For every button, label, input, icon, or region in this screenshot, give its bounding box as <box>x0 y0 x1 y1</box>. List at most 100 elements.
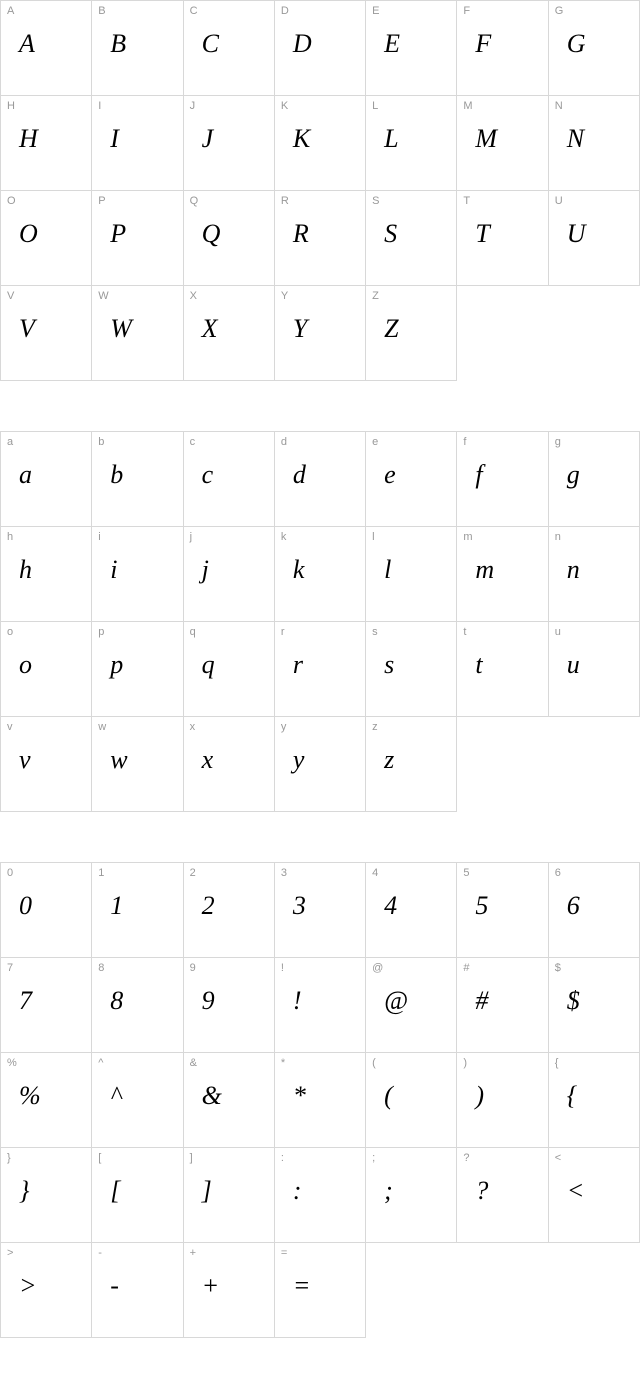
glyph-cell: TT <box>457 191 548 286</box>
glyph-cell: ** <box>275 1053 366 1148</box>
glyph-label: L <box>372 100 378 112</box>
glyph-label: J <box>190 100 196 112</box>
glyph-label: u <box>555 626 561 638</box>
glyph-display: f <box>475 460 482 490</box>
glyph-cell: 11 <box>92 863 183 958</box>
glyph-label: I <box>98 100 101 112</box>
glyph-display: [ <box>110 1176 120 1206</box>
glyph-display: ) <box>475 1081 484 1111</box>
glyph-cell: ss <box>366 622 457 717</box>
glyph-label: * <box>281 1057 285 1069</box>
empty-cell <box>549 1243 640 1338</box>
glyph-cell: -- <box>92 1243 183 1338</box>
glyph-cell: qq <box>184 622 275 717</box>
glyph-display: W <box>110 314 132 344</box>
glyph-display: @ <box>384 986 408 1016</box>
glyph-cell: [[ <box>92 1148 183 1243</box>
glyph-cell: yy <box>275 717 366 812</box>
glyph-display: E <box>384 29 400 59</box>
glyph-display: s <box>384 650 394 680</box>
empty-cell <box>549 717 640 812</box>
glyph-label: - <box>98 1247 102 1259</box>
glyph-cell: $$ <box>549 958 640 1053</box>
glyph-cell: }} <box>1 1148 92 1243</box>
glyph-label: T <box>463 195 470 207</box>
glyph-label: 5 <box>463 867 469 879</box>
glyph-display: c <box>202 460 214 490</box>
glyph-cell: %% <box>1 1053 92 1148</box>
glyph-cell: UU <box>549 191 640 286</box>
glyph-cell: 44 <box>366 863 457 958</box>
glyph-label: U <box>555 195 563 207</box>
glyph-cell: ii <box>92 527 183 622</box>
glyph-cell: {{ <box>549 1053 640 1148</box>
glyph-label: ^ <box>98 1057 103 1069</box>
glyph-cell: AA <box>1 1 92 96</box>
glyph-display: 9 <box>202 986 215 1016</box>
glyph-cell: xx <box>184 717 275 812</box>
glyph-label: { <box>555 1057 559 1069</box>
glyph-label: y <box>281 721 287 733</box>
glyph-cell: JJ <box>184 96 275 191</box>
glyph-display: 0 <box>19 891 32 921</box>
glyph-label: R <box>281 195 289 207</box>
glyph-label: O <box>7 195 16 207</box>
glyph-display: m <box>475 555 494 585</box>
glyph-label: [ <box>98 1152 101 1164</box>
glyph-cell: EE <box>366 1 457 96</box>
glyph-display: d <box>293 460 306 490</box>
glyph-display: I <box>110 124 119 154</box>
glyph-cell: gg <box>549 432 640 527</box>
glyph-display: l <box>384 555 391 585</box>
glyph-label: 0 <box>7 867 13 879</box>
glyph-cell: rr <box>275 622 366 717</box>
glyph-cell: ll <box>366 527 457 622</box>
glyph-label: g <box>555 436 561 448</box>
glyph-display: * <box>293 1081 306 1111</box>
glyph-cell: 66 <box>549 863 640 958</box>
glyph-cell: << <box>549 1148 640 1243</box>
glyph-label: r <box>281 626 285 638</box>
glyph-label: o <box>7 626 13 638</box>
glyph-label: # <box>463 962 469 974</box>
glyph-label: 8 <box>98 962 104 974</box>
glyph-display: n <box>567 555 580 585</box>
glyph-cell: mm <box>457 527 548 622</box>
glyph-label: 2 <box>190 867 196 879</box>
glyph-display: C <box>202 29 219 59</box>
glyph-display: { <box>567 1081 577 1111</box>
glyph-label: k <box>281 531 287 543</box>
glyph-cell: uu <box>549 622 640 717</box>
glyph-display: - <box>110 1271 119 1301</box>
glyph-label: F <box>463 5 470 17</box>
glyph-label: = <box>281 1247 287 1259</box>
glyph-label: @ <box>372 962 383 974</box>
glyph-label: Y <box>281 290 288 302</box>
glyph-cell: II <box>92 96 183 191</box>
glyph-label: n <box>555 531 561 543</box>
glyph-display: } <box>19 1176 29 1206</box>
glyph-cell: 99 <box>184 958 275 1053</box>
glyph-cell: QQ <box>184 191 275 286</box>
glyph-cell: ff <box>457 432 548 527</box>
glyph-label: j <box>190 531 192 543</box>
glyph-label: : <box>281 1152 284 1164</box>
glyph-cell: 33 <box>275 863 366 958</box>
glyph-cell: DD <box>275 1 366 96</box>
glyph-label: a <box>7 436 13 448</box>
glyph-display: j <box>202 555 209 585</box>
glyph-display: o <box>19 650 32 680</box>
glyph-display: w <box>110 745 127 775</box>
glyph-display: 1 <box>110 891 123 921</box>
glyph-label: % <box>7 1057 17 1069</box>
glyph-label: W <box>98 290 108 302</box>
glyph-display: r <box>293 650 303 680</box>
glyph-display: : <box>293 1176 302 1206</box>
glyph-display: X <box>202 314 218 344</box>
glyph-label: E <box>372 5 379 17</box>
glyph-cell: HH <box>1 96 92 191</box>
glyph-display: h <box>19 555 32 585</box>
glyph-label: w <box>98 721 106 733</box>
glyph-display: e <box>384 460 396 490</box>
glyph-label: t <box>463 626 466 638</box>
